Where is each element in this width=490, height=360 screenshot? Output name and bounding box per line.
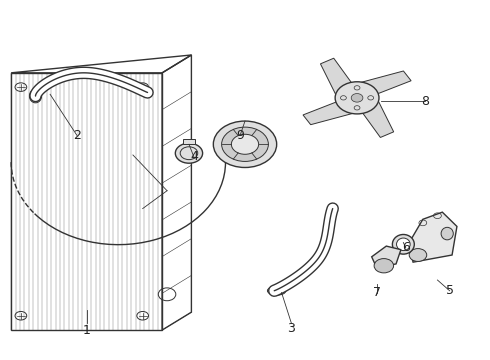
- Polygon shape: [303, 98, 357, 125]
- Text: 7: 7: [372, 286, 381, 299]
- Text: 6: 6: [402, 241, 410, 255]
- Circle shape: [374, 258, 393, 273]
- Polygon shape: [357, 71, 411, 98]
- Text: 5: 5: [445, 284, 454, 297]
- Text: 3: 3: [287, 322, 295, 335]
- Polygon shape: [358, 98, 393, 138]
- Circle shape: [409, 249, 427, 261]
- Polygon shape: [320, 58, 357, 98]
- Text: 9: 9: [236, 129, 244, 142]
- Text: 8: 8: [421, 95, 429, 108]
- Ellipse shape: [392, 234, 415, 254]
- Ellipse shape: [441, 227, 453, 240]
- Circle shape: [175, 143, 202, 163]
- Ellipse shape: [268, 286, 286, 295]
- Polygon shape: [372, 246, 401, 267]
- Text: 4: 4: [190, 150, 198, 163]
- Circle shape: [213, 121, 277, 167]
- Circle shape: [231, 134, 259, 154]
- Text: 1: 1: [83, 324, 91, 337]
- Circle shape: [351, 94, 363, 102]
- Polygon shape: [408, 212, 457, 262]
- Ellipse shape: [396, 238, 410, 251]
- Circle shape: [221, 127, 269, 161]
- Circle shape: [335, 82, 379, 114]
- Ellipse shape: [29, 89, 42, 103]
- Text: 2: 2: [73, 129, 81, 142]
- Bar: [183, 139, 195, 144]
